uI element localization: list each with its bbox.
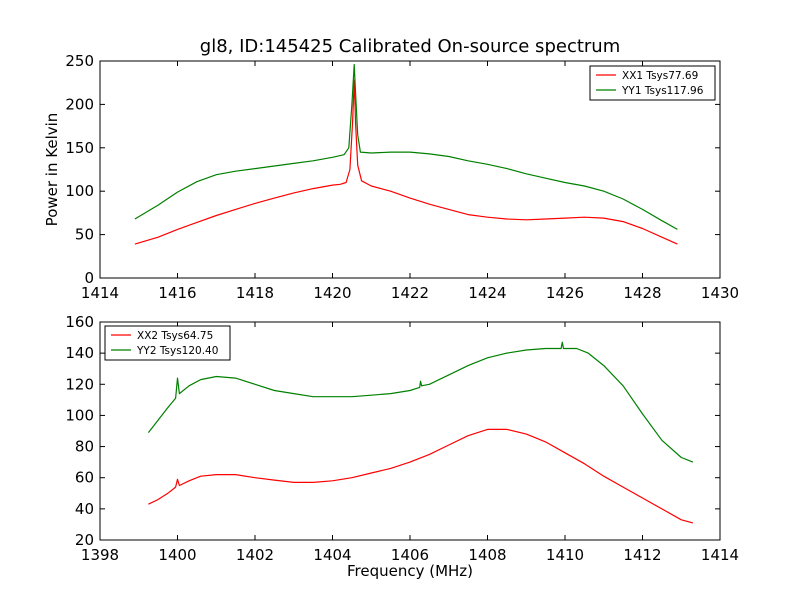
panel-1-ytick-label: 150 bbox=[65, 139, 94, 157]
panel-2-ytick-label: 140 bbox=[65, 344, 94, 362]
panel-2-xtick-label: 1402 bbox=[236, 546, 274, 564]
panel-1-legend-label-2: YY1 Tsys117.96 bbox=[621, 85, 704, 97]
panel-2-series-2-line bbox=[147, 341, 694, 463]
panel-1-xtick-label: 1414 bbox=[81, 284, 119, 302]
chart-title: gl8, ID:145425 Calibrated On-source spec… bbox=[200, 36, 620, 57]
panel-1-series-1-line bbox=[134, 79, 678, 245]
panel-1-ytick-label: 100 bbox=[65, 182, 94, 200]
panel-2-xtick-label: 1408 bbox=[468, 546, 506, 564]
panel-2-xtick-label: 1406 bbox=[391, 546, 429, 564]
panel-1-xtick-label: 1430 bbox=[701, 284, 739, 302]
panel-1-xtick-label: 1418 bbox=[236, 284, 274, 302]
panel-2: 1398 1400 1402 1404 1406 1408 1410 1412 1414 20 40… bbox=[65, 313, 739, 580]
plots-layer: 1414 1416 1418 1420 1422 1424 1426 1428 1430 0 50 1… bbox=[43, 52, 739, 580]
panel-1-ytick-label: 50 bbox=[75, 226, 94, 244]
panel-1-xtick-label: 1424 bbox=[468, 284, 506, 302]
panel-1-xtick-label: 1426 bbox=[546, 284, 584, 302]
panel-1-xtick-label: 1416 bbox=[158, 284, 196, 302]
panel-1-ytick-label: 200 bbox=[65, 95, 94, 113]
panel-2-xtick-label: 1410 bbox=[546, 546, 584, 564]
panel-2-ytick-label: 80 bbox=[75, 438, 94, 456]
panel-1-xtick-label: 1422 bbox=[391, 284, 429, 302]
panel-2-legend-box bbox=[104, 325, 231, 361]
panel-1: 1414 1416 1418 1420 1422 1424 1426 1428 1430 0 50 1… bbox=[43, 52, 739, 302]
panel-1-series-2-line bbox=[134, 63, 678, 230]
panel-2-ytick-label: 100 bbox=[65, 406, 94, 424]
panel-1-legend-box bbox=[589, 65, 716, 101]
panel-2-legend-label-1: XX2 Tsys64.75 bbox=[137, 330, 213, 342]
panel-2-xtick-label: 1412 bbox=[623, 546, 661, 564]
panel-2-ytick-label: 120 bbox=[65, 375, 94, 393]
panel-1-xtick-label: 1420 bbox=[313, 284, 351, 302]
panel-1-legend-label-1: XX1 Tsys77.69 bbox=[622, 70, 698, 82]
panel-2-series-1-line bbox=[148, 428, 694, 524]
panel-2-xtick-label: 1398 bbox=[81, 546, 119, 564]
panel-2-xtick-label: 1400 bbox=[158, 546, 196, 564]
panel-2-xtick-label: 1404 bbox=[313, 546, 351, 564]
panel-2-ytick-label: 20 bbox=[75, 531, 94, 549]
panel-1-ytick-label: 0 bbox=[84, 269, 94, 287]
panel-1-ytick-label: 250 bbox=[65, 52, 94, 70]
panel-2-xtick-label: 1414 bbox=[701, 546, 739, 564]
panel-2-ytick-label: 40 bbox=[75, 500, 94, 518]
panel-2-xlabel: Frequency (MHz) bbox=[347, 562, 473, 580]
panel-2-legend-label-2: YY2 Tsys120.40 bbox=[136, 345, 218, 357]
panel-1-xtick-label: 1428 bbox=[623, 284, 661, 302]
panel-2-ytick-label: 160 bbox=[65, 313, 94, 331]
panel-2-ytick-label: 60 bbox=[75, 469, 94, 487]
panel-1-ylabel: Power in Kelvin bbox=[43, 113, 61, 227]
